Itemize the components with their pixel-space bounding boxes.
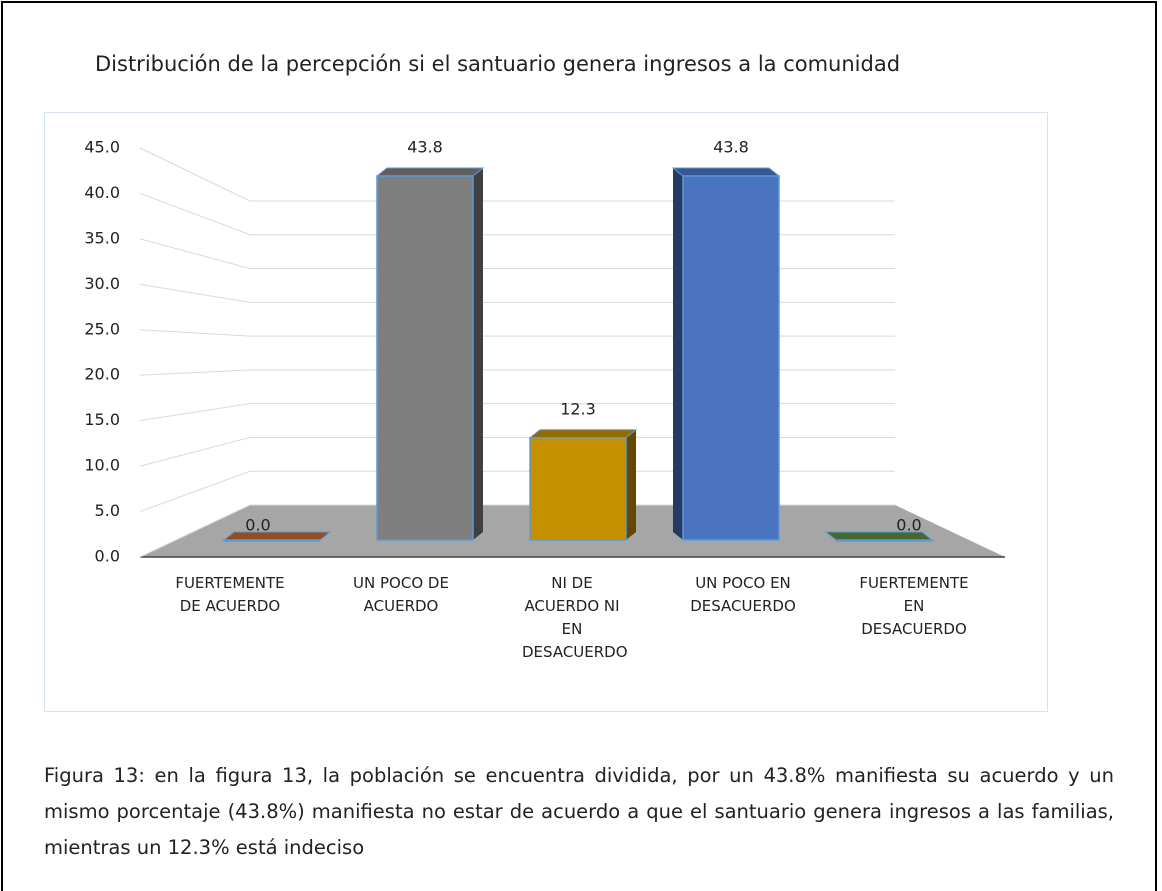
y-tick-label: 45.0: [84, 138, 120, 157]
y-tick-label: 10.0: [84, 456, 120, 475]
bar-side: [626, 429, 636, 540]
chart-title: Distribución de la percepción si el sant…: [95, 52, 901, 76]
x-tick-label: UN POCO EN DESACUERDO: [690, 574, 796, 615]
bar: [835, 539, 933, 542]
x-tick-label: UN POCO DE ACUERDO: [353, 574, 449, 615]
bar-top: [375, 167, 485, 177]
grid-line: [139, 369, 895, 376]
y-tick-label: 25.0: [84, 319, 120, 338]
x-tick-label: NI DE ACUERDO NI EN DESACUERDO: [522, 574, 628, 661]
grid-line: [139, 283, 895, 303]
value-label: 0.0: [896, 516, 921, 535]
grid-line: [139, 436, 895, 467]
y-tick-label: 40.0: [84, 183, 120, 202]
x-tick-label: FUERTEMENTE DE ACUERDO: [175, 574, 285, 615]
x-tick-label: FUERTEMENTE EN DESACUERDO: [859, 574, 969, 638]
bar: [223, 539, 321, 542]
bar-top: [671, 167, 781, 177]
bar: [376, 175, 474, 541]
grid-line: [139, 403, 895, 422]
bar-top: [222, 531, 332, 541]
grid-line: [139, 192, 895, 236]
y-tick-label: 0.0: [95, 547, 120, 566]
y-tick-label: 15.0: [84, 410, 120, 429]
y-tick-label: 35.0: [84, 228, 120, 247]
bar-top: [528, 429, 638, 439]
chart-area: [44, 112, 1048, 712]
caption: Figura 13: en la figura 13, la población…: [44, 764, 1114, 859]
y-tick-label: 5.0: [95, 501, 120, 520]
bar: [682, 175, 780, 541]
y-tick-label: 20.0: [84, 365, 120, 384]
grid-line: [139, 147, 895, 202]
grid-line: [139, 238, 895, 270]
bar-side: [473, 167, 483, 540]
value-label: 0.0: [245, 516, 270, 535]
bar: [529, 437, 627, 541]
bar-side: [673, 167, 683, 540]
value-label: 43.8: [713, 137, 749, 156]
grid-line: [139, 329, 895, 337]
value-label: 12.3: [560, 399, 596, 418]
value-label: 43.8: [407, 137, 443, 156]
y-tick-label: 30.0: [84, 274, 120, 293]
